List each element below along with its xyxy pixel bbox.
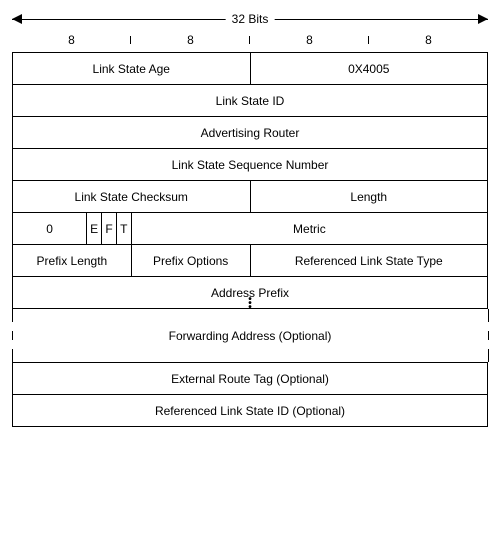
field-ls-seq: Link State Sequence Number [13,149,488,181]
field-length: Length [250,181,488,213]
field-prefix-length: Prefix Length [13,245,132,277]
field-type-0x4005: 0X4005 [250,53,488,85]
field-bit-zero: 0 [13,213,87,245]
field-ls-checksum: Link State Checksum [13,181,251,213]
field-forwarding-address: Forwarding Address (Optional) [13,309,488,363]
field-adv-router: Advertising Router [13,117,488,149]
total-bits-label: 32 Bits [226,12,275,26]
byte-header: 8 8 8 8 [12,30,488,50]
field-ls-id: Link State ID [13,85,488,117]
field-ls-age: Link State Age [13,53,251,85]
field-forwarding-address-label: Forwarding Address (Optional) [169,329,332,343]
byte-col-label: 8 [250,30,369,50]
field-ref-ls-type: Referenced Link State Type [250,245,488,277]
arrow-left-icon [12,14,22,24]
field-address-prefix: Address Prefix ••• [13,277,488,309]
bit-width-ruler: 32 Bits [12,10,488,28]
field-flag-f: F [102,213,117,245]
field-ref-ls-id: Referenced Link State ID (Optional) [13,395,488,427]
byte-col-label: 8 [12,30,131,50]
field-external-route-tag: External Route Tag (Optional) [13,363,488,395]
field-flag-e: E [87,213,102,245]
field-flag-t: T [116,213,131,245]
packet-diagram: Link State Age 0X4005 Link State ID Adve… [12,52,488,427]
field-prefix-options: Prefix Options [131,245,250,277]
byte-col-label: 8 [369,30,488,50]
arrow-right-icon [478,14,488,24]
byte-col-label: 8 [131,30,250,50]
field-metric: Metric [131,213,487,245]
